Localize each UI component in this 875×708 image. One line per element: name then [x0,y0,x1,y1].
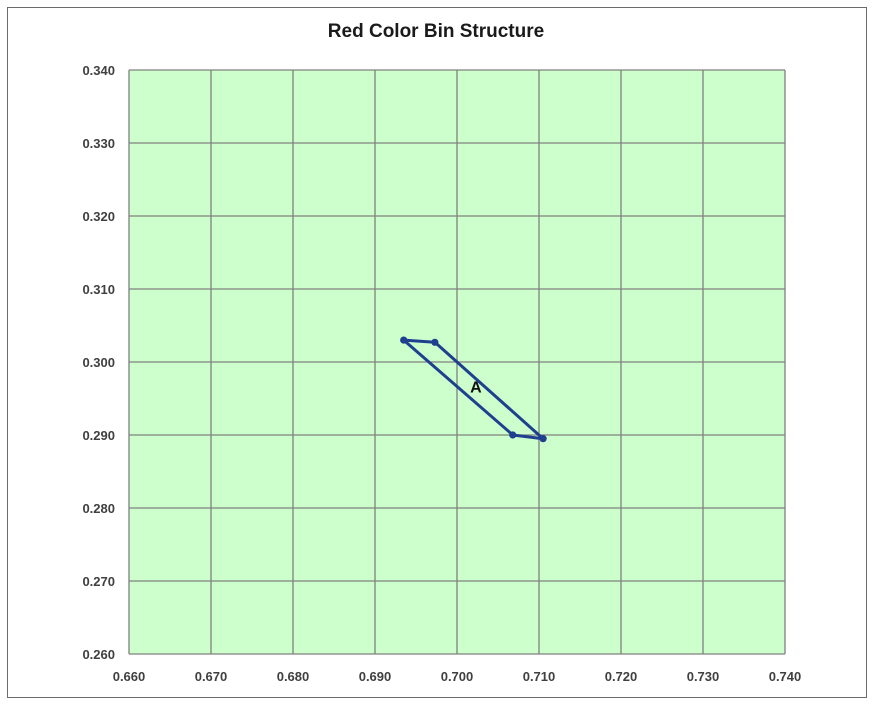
x-tick-label: 0.710 [523,669,556,684]
grid [128,69,786,655]
x-tick-label: 0.700 [441,669,474,684]
y-tick-label: 0.280 [82,501,115,516]
y-tick-label: 0.270 [82,574,115,589]
chart-title: Red Color Bin Structure [328,21,544,42]
y-tick-label: 0.330 [82,136,115,151]
x-tick-label: 0.680 [277,669,310,684]
region-label: A [470,380,482,397]
x-tick-label: 0.740 [769,669,802,684]
x-tick-label: 0.660 [113,669,146,684]
y-tick-label: 0.300 [82,355,115,370]
x-tick-label: 0.690 [359,669,392,684]
y-tick-label: 0.260 [82,647,115,662]
y-tick-label: 0.310 [82,282,115,297]
annotations-layer: A [470,380,482,397]
data-point [539,435,547,443]
y-tick-label: 0.320 [82,209,115,224]
series-layer [400,336,547,443]
data-point [400,336,408,344]
y-tick-label: 0.290 [82,428,115,443]
y-axis-ticks: 0.260 0.270 0.280 0.290 0.300 0.310 0.320 0.330… [82,63,115,662]
y-tick-label: 0.340 [82,63,115,78]
x-axis-ticks: 0.660 0.670 0.680 0.690 0.700 0.710 0.720 0.730… [113,669,802,684]
data-point [509,431,517,439]
x-tick-label: 0.730 [687,669,720,684]
x-tick-label: 0.670 [195,669,228,684]
x-tick-label: 0.720 [605,669,638,684]
data-point [431,338,439,346]
